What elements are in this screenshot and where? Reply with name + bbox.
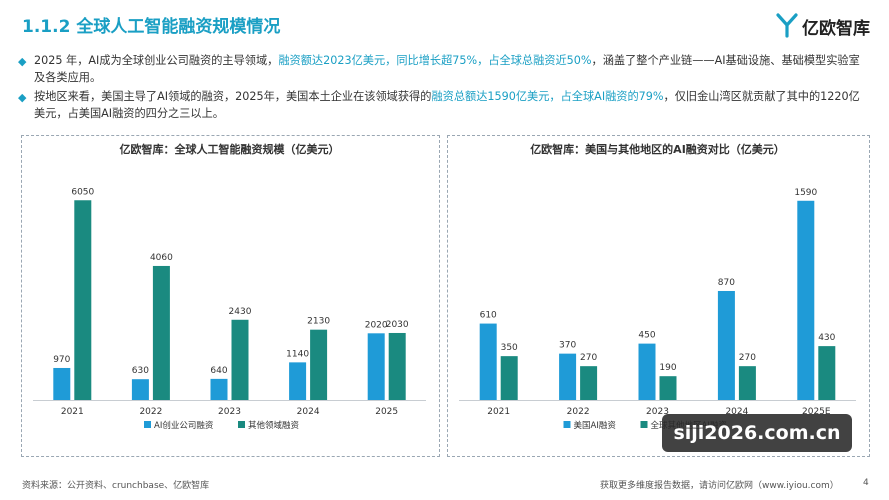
chart-right-legend-swatch	[640, 421, 648, 428]
footer-more-link[interactable]: 获取更多维度报告数据，请访问亿欧网（www.iyiou.com）	[600, 481, 839, 491]
chart-right-data-label: 1590	[794, 188, 817, 198]
chart-left-bar-2025-s1	[367, 333, 385, 400]
chart-left-frame	[21, 135, 440, 457]
source-note: 资料来源：公开资料、crunchbase、亿欧智库	[22, 481, 210, 491]
summary-bullets: ◆ 2025 年，AI成为全球创业公司融资的主导领域，融资额达2023亿美元，同…	[18, 52, 870, 124]
chart-left-data-label: 2020	[365, 320, 388, 330]
chart-left-bar-2021-s1	[53, 367, 71, 400]
chart-right-bar-2024-s1	[717, 290, 735, 400]
chart-left-bar-2024-s1	[289, 362, 307, 400]
chart-right-bar-2025E-s1	[797, 200, 815, 400]
chart-right-data-label: 430	[818, 333, 835, 343]
diamond-bullet-icon: ◆	[18, 55, 27, 68]
chart-left-bar-2024-s2	[310, 329, 328, 400]
chart-right-bar-2021-s1	[479, 323, 497, 400]
chart-right-bar-2022-s2	[580, 366, 598, 400]
chart-left-legend: AI创业公司融资 其他领域融资	[144, 420, 300, 431]
chart-right-bar-2024-s2	[738, 366, 756, 400]
chart-left-data-label: 6050	[71, 187, 94, 197]
chart-right-bar-2022-s1	[559, 353, 577, 400]
chart-right-legend-label: 美国AI融资	[574, 420, 617, 431]
bullet-1-text-a: 2025 年，AI成为全球创业公司融资的主导领域，	[34, 54, 279, 67]
chart-left-data-label: 4060	[150, 253, 173, 263]
chart-right-title: 亿欧智库：美国与其他地区的AI融资对比（亿美元）	[530, 143, 785, 156]
chart-left-bar-2023-s2	[231, 319, 249, 400]
bullet-1: ◆ 2025 年，AI成为全球创业公司融资的主导领域，融资额达2023亿美元，同…	[18, 52, 870, 86]
chart-left-bar-2023-s1	[210, 378, 228, 400]
chart-right-tick-label: 2021	[487, 407, 510, 417]
chart-right-bar-2023-s1	[638, 343, 656, 400]
watermark-banner: siji2026.com.cn	[662, 414, 852, 452]
chart-left-tick-label: 2025	[375, 407, 398, 417]
chart-right-data-label: 450	[638, 331, 655, 341]
chart-left-data-label: 1140	[286, 349, 309, 359]
chart-left-bar-2022-s2	[152, 265, 170, 400]
chart-right-tick-label: 2024	[725, 407, 748, 417]
chart-left-legend-swatch	[144, 421, 151, 428]
chart-left-data-label: 2030	[386, 320, 409, 330]
chart-left-bar-2022-s1	[131, 379, 149, 400]
bullet-2-highlight: 融资总额达1590亿美元，占全球AI融资的79%	[431, 90, 664, 103]
chart-left-tick-label: 2023	[218, 407, 241, 417]
page-number: 4	[863, 478, 869, 488]
chart-left-tick-label: 2024	[297, 407, 320, 417]
logo-text: 亿欧智库	[802, 19, 870, 39]
bullet-1-text-b: ，涵盖了整个产业链——AI基础设施、基础模型实验室及各类应用。	[34, 54, 860, 84]
bullet-2: ◆ 按地区来看，美国主导了AI领域的融资，2025年，美国本土企业在该领域获得的…	[18, 88, 870, 122]
chart-left: 970 6050 2021 630 4060 2022 640 2430 2023 1140 213…	[33, 187, 426, 431]
chart-right-data-label: 610	[480, 311, 497, 321]
chart-right-data-label: 370	[559, 341, 576, 351]
chart-left-bar-2021-s2	[74, 200, 92, 400]
chart-right-data-label: 270	[580, 353, 597, 363]
chart-right-data-label: 350	[501, 343, 518, 353]
chart-right-tick-label: 2025E	[802, 407, 831, 417]
bullet-2-text-b: ，仅旧金山湾区就贡献了其中的1220亿美元，占美国AI融资的四分之三以上。	[34, 90, 860, 120]
chart-left-legend-swatch	[238, 421, 245, 428]
chart-left-bar-2025-s2	[388, 332, 406, 400]
chart-left-data-label: 970	[53, 355, 70, 365]
chart-left-tick-label: 2022	[139, 407, 162, 417]
chart-left-legend-label: 其他领域融资	[248, 420, 300, 431]
chart-left-data-label: 2130	[307, 317, 330, 327]
page-title: 1.1.2 全球人工智能融资规模情况	[22, 17, 281, 37]
chart-left-data-label: 630	[132, 366, 149, 376]
chart-left-tick-label: 2021	[61, 407, 84, 417]
bullet-2-text-a: 按地区来看，美国主导了AI领域的融资，2025年，美国本土企业在该领域获得的	[34, 90, 432, 103]
diamond-bullet-icon: ◆	[18, 91, 27, 104]
chart-left-data-label: 2430	[229, 307, 252, 317]
chart-right-tick-label: 2023	[646, 407, 669, 417]
chart-left-title: 亿欧智库：全球人工智能融资规模（亿美元）	[119, 143, 340, 156]
brand-logo: 亿欧智库	[776, 12, 870, 39]
chart-right-bar-2023-s2	[659, 376, 677, 400]
bullet-1-highlight: 融资额达2023亿美元，同比增长超75%，占全球总融资近50%	[278, 54, 592, 67]
chart-right-tick-label: 2022	[567, 407, 590, 417]
chart-left-legend-label: AI创业公司融资	[154, 420, 214, 431]
chart-right-data-label: 870	[718, 278, 735, 288]
chart-right-bar-2021-s2	[500, 356, 518, 400]
logo-icon	[776, 13, 798, 38]
chart-right: 610 350 2021 370 270 2022 450 190 2023 870 270 2024…	[459, 188, 856, 431]
chart-right-bar-2025E-s2	[818, 346, 836, 400]
chart-right-data-label: 190	[659, 363, 676, 373]
chart-right-legend-swatch	[563, 421, 571, 428]
chart-right-frame	[447, 135, 870, 457]
chart-left-data-label: 640	[210, 366, 227, 376]
chart-right-data-label: 270	[739, 353, 756, 363]
